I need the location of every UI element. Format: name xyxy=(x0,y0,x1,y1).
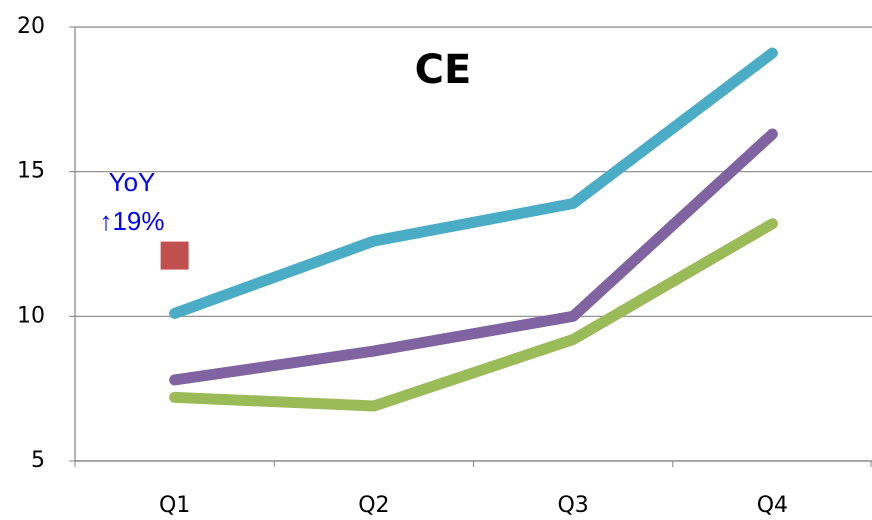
y-tick-label: 15 xyxy=(17,159,45,184)
marker xyxy=(160,241,189,270)
x-tick-label: Q1 xyxy=(159,493,190,518)
series-line xyxy=(169,218,778,412)
series-line xyxy=(169,128,778,386)
chart-title: CE xyxy=(415,47,472,93)
series-line xyxy=(169,47,778,319)
x-tick-label: Q3 xyxy=(557,493,588,518)
y-tick-label: 20 xyxy=(17,14,45,39)
annotation: ↑19% xyxy=(99,206,164,236)
x-tick-label: Q2 xyxy=(358,493,389,518)
y-tick-label: 10 xyxy=(17,303,45,328)
x-tick-label: Q4 xyxy=(757,493,788,518)
y-tick-label: 5 xyxy=(31,448,45,473)
